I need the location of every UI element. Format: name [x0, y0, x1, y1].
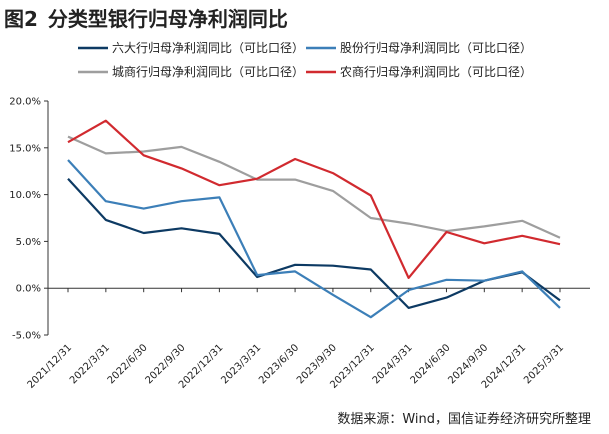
y-tick-label: 10.0% [9, 190, 41, 201]
y-tick-label: 5.0% [16, 237, 41, 248]
y-tick-label: 20.0% [9, 97, 41, 108]
series-line [67, 119, 561, 279]
legend-item: 城商行归母净利润同比（可比口径） [78, 64, 304, 79]
legend-label: 城商行归母净利润同比（可比口径） [112, 64, 304, 79]
y-tick-label: 15.0% [9, 143, 41, 154]
x-tick-label: 2024/3/31 [371, 342, 415, 386]
legend-item: 股份行归母净利润同比（可比口径） [306, 41, 532, 55]
figure-title: 分类型银行归母净利润同比 [47, 7, 288, 31]
legend-label: 农商行归母净利润同比（可比口径） [340, 64, 532, 79]
legend-label: 六大行归母净利润同比（可比口径） [112, 41, 304, 55]
series-line [67, 135, 561, 239]
x-tick-label: 2022/3/31 [68, 342, 112, 386]
series-layer [67, 119, 561, 319]
x-tick-label: 2025/3/31 [522, 342, 566, 386]
legend: 六大行归母净利润同比（可比口径） 股份行归母净利润同比（可比口径） 城商行归母净利润… [78, 41, 532, 79]
x-tick-label: 2023/3/31 [219, 342, 263, 386]
source-note: 数据来源：Wind，国信证券经济研究所整理 [337, 412, 591, 427]
y-tick-label: 0.0% [16, 284, 41, 295]
x-tick-label: 2023/6/30 [257, 342, 301, 386]
y-tick-label: -5.0% [12, 331, 41, 342]
figure-number: 图2 [4, 7, 38, 31]
x-tick-label: 2021/12/31 [26, 342, 75, 391]
chart-title: 图2 分类型银行归母净利润同比 [4, 4, 288, 34]
series-line [67, 177, 561, 309]
legend-label: 股份行归母净利润同比（可比口径） [340, 41, 532, 55]
axes: -5.0%0.0%5.0%10.0%15.0%20.0%2021/12/3120… [9, 97, 590, 391]
x-tick-label: 2022/6/30 [106, 342, 150, 386]
x-tick-label: 2024/6/30 [409, 342, 453, 386]
legend-item: 六大行归母净利润同比（可比口径） [78, 41, 304, 55]
series-line [67, 159, 561, 319]
legend-item: 农商行归母净利润同比（可比口径） [306, 64, 532, 79]
